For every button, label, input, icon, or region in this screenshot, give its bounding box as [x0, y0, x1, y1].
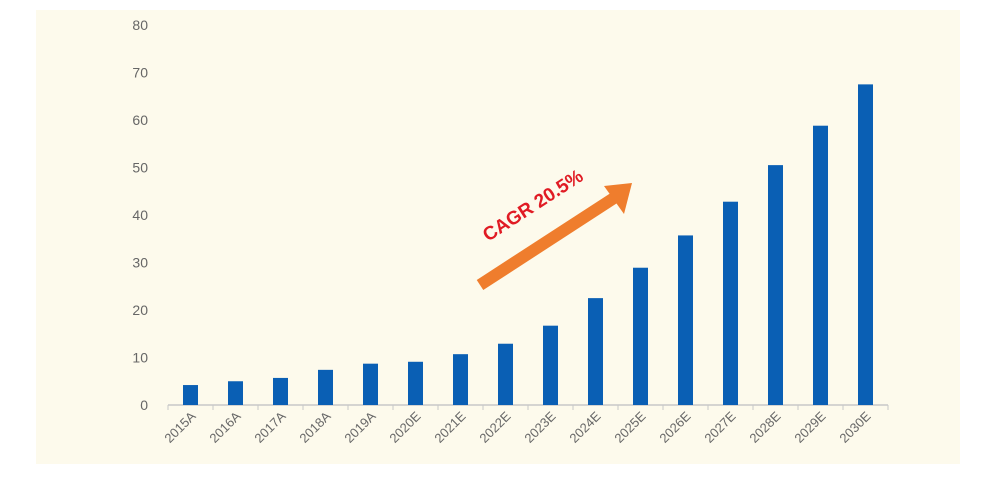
x-tick-label: 2030E	[836, 408, 873, 445]
cagr-annotation: CAGR 20.5%	[476, 166, 632, 291]
bar-2027E	[723, 201, 738, 405]
x-tick-label: 2026E	[656, 408, 693, 445]
cagr-arrow-shaft	[476, 192, 618, 291]
x-tick-label: 2022E	[476, 408, 513, 445]
bar-2021E	[453, 354, 468, 405]
bar-2026E	[678, 235, 693, 405]
y-tick-label: 60	[132, 112, 148, 128]
bar-2015A	[183, 385, 198, 405]
x-tick-label: 2028E	[746, 408, 783, 445]
cagr-arrow-head	[604, 183, 632, 214]
y-tick-label: 40	[132, 207, 148, 223]
bar-2022E	[498, 343, 513, 405]
x-tick-label: 2016A	[206, 408, 243, 445]
bar-2017A	[273, 377, 288, 405]
x-tick-label: 2024E	[566, 408, 603, 445]
y-tick-label: 10	[132, 350, 148, 366]
bar-2019A	[363, 363, 378, 405]
x-tick-label: 2019A	[341, 408, 378, 445]
x-tick-label: 2015A	[161, 408, 198, 445]
x-tick-label: 2029E	[791, 408, 828, 445]
y-tick-label: 0	[140, 397, 148, 413]
y-tick-label: 70	[132, 65, 148, 81]
chart-panel: 0 10 20 30 40 50 60 70 80 2015A 2016A 2017A 2018A 201…	[36, 10, 960, 464]
y-tick-label: 50	[132, 160, 148, 176]
bar-2016A	[228, 381, 243, 405]
bar-2024E	[588, 298, 603, 405]
bar-2030E	[858, 84, 873, 405]
cagr-label: CAGR 20.5%	[479, 166, 587, 246]
bar-2020E	[408, 361, 423, 405]
x-tick-label: 2018A	[296, 408, 333, 445]
bar-2025E	[633, 267, 648, 405]
x-tick-label: 2025E	[611, 408, 648, 445]
x-tick-label: 2027E	[701, 408, 738, 445]
y-tick-label: 30	[132, 255, 148, 271]
bar-2018A	[318, 369, 333, 405]
bar-2023E	[543, 325, 558, 405]
y-tick-label: 80	[132, 17, 148, 33]
x-tick-label: 2021E	[431, 408, 468, 445]
bar-2028E	[768, 165, 783, 405]
x-tick-label: 2017A	[251, 408, 288, 445]
bar-2029E	[813, 125, 828, 405]
bar-chart: 0 10 20 30 40 50 60 70 80 2015A 2016A 2017A 2018A 201…	[132, 17, 889, 446]
y-tick-label: 20	[132, 302, 148, 318]
x-tick-label: 2023E	[521, 408, 558, 445]
x-tick-label: 2020E	[386, 408, 423, 445]
